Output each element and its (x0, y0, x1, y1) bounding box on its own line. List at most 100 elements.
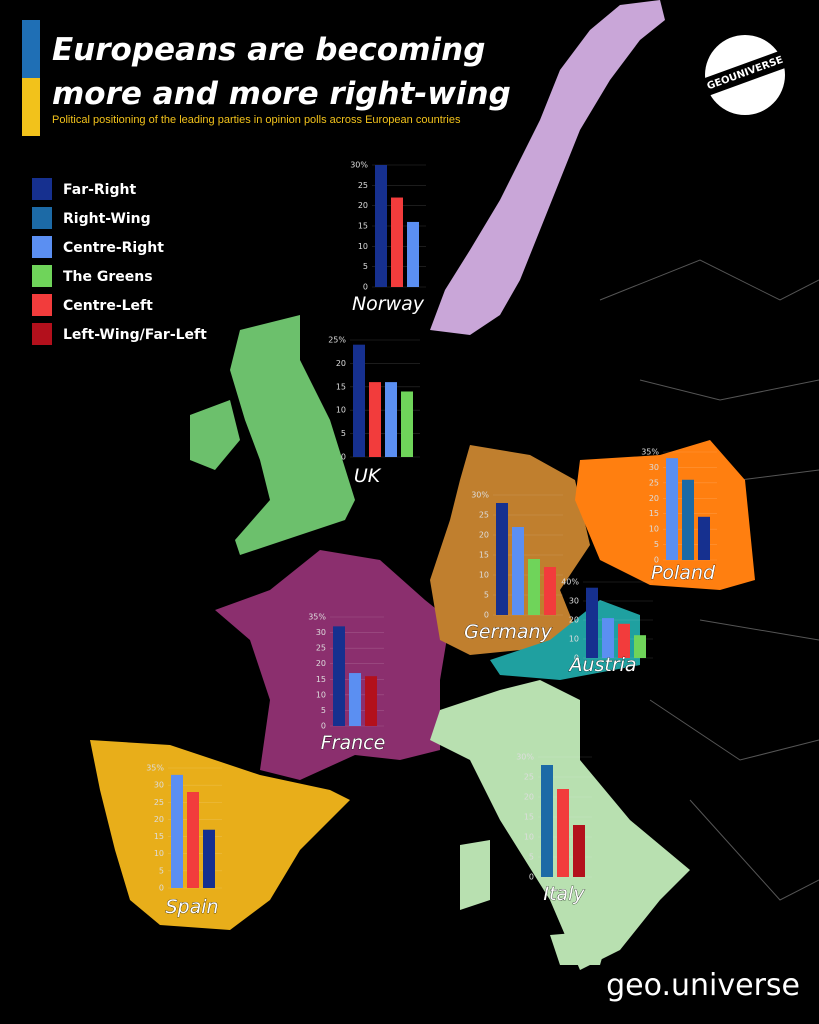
legend-swatch (32, 323, 52, 345)
y-tick-label: 0 (529, 873, 534, 882)
bar (682, 479, 694, 560)
legend-label: Centre-Left (63, 298, 153, 314)
title: more and more right-wing (52, 76, 511, 112)
france-shape (215, 550, 450, 780)
bar (171, 774, 183, 888)
y-tick-label: 25 (358, 181, 368, 190)
y-tick-label: 10 (524, 833, 534, 842)
legend-label: Left-Wing/Far-Left (63, 327, 207, 343)
y-tick-label: 30 (316, 628, 326, 637)
bar (369, 382, 381, 457)
country-label: Spain (165, 896, 218, 918)
y-tick-label: 30 (154, 781, 164, 790)
bar (573, 825, 585, 877)
y-tick-label: 20 (569, 616, 579, 625)
bar (375, 165, 387, 287)
y-tick-label: 15 (524, 813, 534, 822)
y-tick-label: 10 (316, 690, 326, 699)
bar (698, 516, 710, 560)
y-tick-label: 10 (336, 406, 346, 415)
title-bar-yellow (22, 78, 40, 136)
y-tick-label: 5 (341, 429, 346, 438)
country-label: Norway (352, 293, 425, 315)
y-tick-label: 5 (484, 591, 489, 600)
y-tick-label: 0 (159, 884, 164, 893)
bar (333, 626, 345, 726)
y-tick-label: 30 (569, 597, 579, 606)
y-tick-label: 20 (154, 815, 164, 824)
bar (391, 197, 403, 287)
borders (599, 259, 819, 901)
legend-label: Centre-Right (63, 240, 164, 256)
bar (203, 829, 215, 888)
dynamic-layer: Far-Right Right-Wing Centre-Right The Green… (32, 161, 717, 918)
y-tick-label: 5 (159, 866, 164, 875)
y-tick-label: 35% (308, 613, 326, 622)
bar (353, 344, 365, 457)
legend-label: Right-Wing (63, 211, 151, 227)
y-tick-label: 10 (569, 635, 579, 644)
y-tick-label: 40% (561, 578, 579, 587)
bar (512, 527, 524, 615)
y-tick-label: 0 (321, 722, 326, 731)
y-tick-label: 0 (341, 453, 346, 462)
title: Europeans are becoming (52, 32, 485, 68)
subtitle: Political positioning of the leading par… (52, 114, 461, 126)
country-label: UK (354, 465, 382, 487)
y-tick-label: 0 (574, 654, 579, 663)
country-label: Poland (651, 562, 716, 584)
border-lines (599, 259, 819, 901)
y-tick-label: 10 (479, 571, 489, 580)
y-tick-label: 35% (146, 764, 164, 773)
y-tick-label: 5 (654, 540, 659, 549)
y-tick-label: 20 (479, 531, 489, 540)
y-tick-label: 25 (649, 478, 659, 487)
subtitle-box: Political positioning of the leading par… (52, 114, 461, 126)
uk-shape (230, 315, 355, 555)
y-tick-label: 10 (154, 849, 164, 858)
bar (407, 221, 419, 287)
y-tick-label: 15 (649, 509, 659, 518)
y-tick-label: 15 (336, 382, 346, 391)
bar (602, 618, 614, 658)
sicily-shape (550, 930, 610, 965)
y-tick-label: 15 (358, 222, 368, 231)
y-tick-label: 25 (154, 798, 164, 807)
y-tick-label: 0 (654, 556, 659, 565)
bar (544, 567, 556, 615)
y-tick-label: 25% (328, 336, 346, 345)
footer-watermark: geo.universe (606, 968, 800, 1003)
bar (557, 789, 569, 877)
y-tick-label: 15 (479, 551, 489, 560)
y-tick-label: 15 (316, 675, 326, 684)
bar (349, 673, 361, 726)
legend-swatch (32, 265, 52, 287)
sardinia-shape (460, 840, 490, 910)
bar (385, 382, 397, 457)
bar (634, 635, 646, 658)
y-tick-label: 10 (358, 242, 368, 251)
y-tick-label: 20 (649, 494, 659, 503)
y-tick-label: 25 (479, 511, 489, 520)
legend-swatch (32, 178, 52, 200)
y-tick-label: 15 (154, 832, 164, 841)
y-tick-label: 20 (336, 359, 346, 368)
bar (586, 587, 598, 658)
y-tick-label: 20 (316, 659, 326, 668)
bar (528, 559, 540, 615)
y-tick-label: 25 (524, 773, 534, 782)
country-label: Austria (567, 654, 636, 676)
logo-band (699, 49, 791, 97)
y-tick-label: 30% (516, 753, 534, 762)
bar (365, 676, 377, 726)
y-tick-label: 35% (641, 448, 659, 457)
spain-shape (90, 740, 350, 930)
legend-swatch (32, 207, 52, 229)
bar (666, 458, 678, 560)
y-tick-label: 20 (524, 793, 534, 802)
legend-swatch (32, 236, 52, 258)
y-tick-label: 30 (649, 463, 659, 472)
bar (187, 792, 199, 888)
